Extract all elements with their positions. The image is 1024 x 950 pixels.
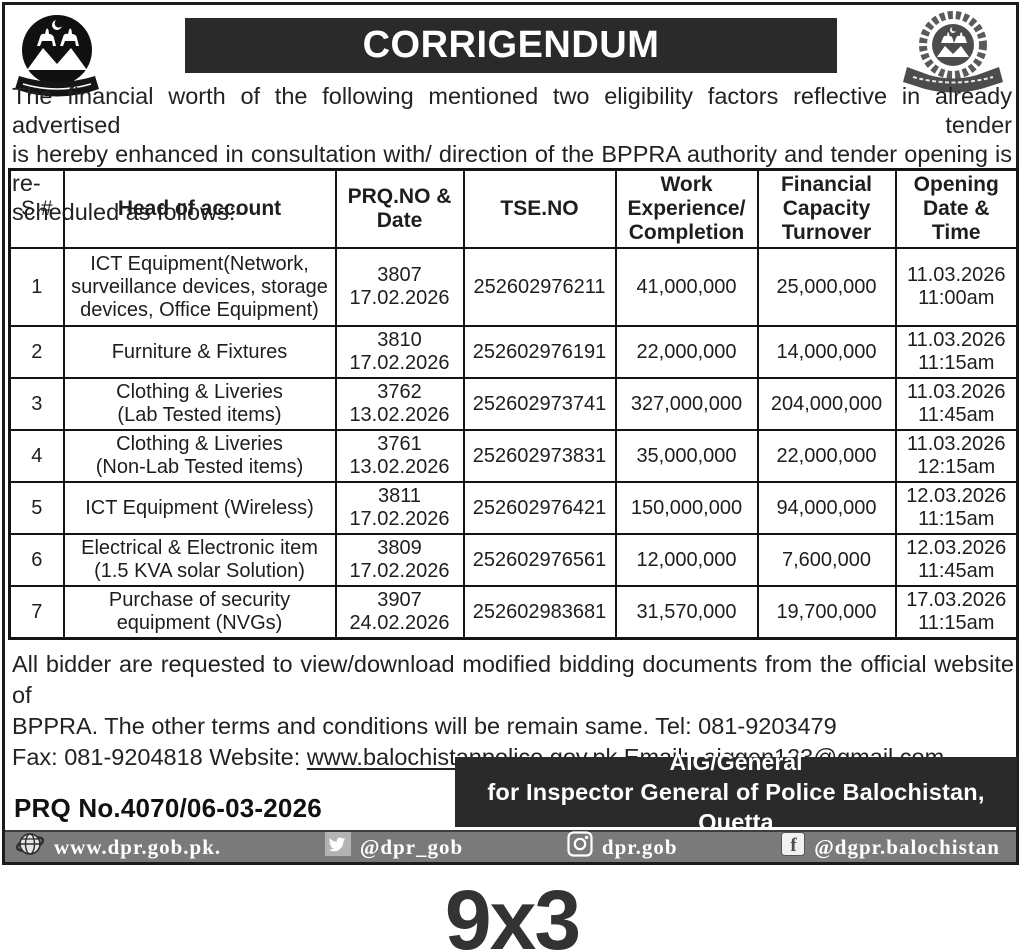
- bidder-notice: All bidder are requested to view/downloa…: [12, 649, 1014, 773]
- dpr-instagram-group[interactable]: dpr.gob: [567, 831, 678, 863]
- col-opening-date-time: Opening Date & Time: [894, 168, 1019, 249]
- intro-paragraph: The financial worth of the following men…: [12, 82, 1012, 227]
- cell-tse: 252602973831: [462, 429, 617, 483]
- table-row: 5 ICT Equipment (Wireless) 3811 17.02.2026…: [8, 481, 1019, 535]
- cell-fin: 19,700,000: [756, 585, 897, 640]
- signature-authority: for Inspector General of Police Balochis…: [487, 779, 985, 835]
- col-prq-no-date: PRQ.NO & Date: [334, 168, 465, 249]
- cell-sno: 6: [8, 533, 65, 587]
- dpr-instagram-handle[interactable]: dpr.gob: [601, 834, 678, 859]
- cell-prq: 3810 17.02.2026: [334, 325, 465, 379]
- dpr-facebook-handle[interactable]: @dgpr.balochistan: [814, 834, 1000, 859]
- table-row: 3 Clothing & Liveries (Lab Tested items) 3…: [8, 377, 1019, 431]
- tender-table-body: 1 ICT Equipment(Network, surveillance dev…: [8, 247, 1019, 640]
- cell-head: ICT Equipment(Network, surveillance devi…: [62, 247, 337, 327]
- cell-tse: 252602976561: [462, 533, 617, 587]
- cell-prq: 3809 17.02.2026: [334, 533, 465, 587]
- col-work-experience: Work Experience/ Completion: [614, 168, 759, 249]
- dpr-website-group[interactable]: www.dpr.gob.pk.: [15, 830, 221, 864]
- cell-prq: 3811 17.02.2026: [334, 481, 465, 535]
- intro-line-1: The financial worth of the following men…: [12, 83, 1012, 138]
- cell-open: 11.03.2026 12:15am: [894, 429, 1019, 483]
- cell-head: Electrical & Electronic item (1.5 KVA so…: [62, 533, 337, 587]
- page-title: CORRIGENDUM: [362, 24, 660, 66]
- cell-tse: 252602983681: [462, 585, 617, 640]
- dpr-social-bar: www.dpr.gob.pk. @dpr_gob dpr.gob: [5, 830, 1016, 862]
- facebook-icon: f: [781, 832, 806, 862]
- cell-open: 17.03.2026 11:15am: [894, 585, 1019, 640]
- cell-tse: 252602976421: [462, 481, 617, 535]
- cell-work: 22,000,000: [614, 325, 759, 379]
- table-row: 6 Electrical & Electronic item (1.5 KVA s…: [8, 533, 1019, 587]
- cell-work: 31,570,000: [614, 585, 759, 640]
- corrigendum-title-bar: CORRIGENDUM: [185, 18, 837, 73]
- cell-work: 12,000,000: [614, 533, 759, 587]
- table-row: 2 Furniture & Fixtures 3810 17.02.2026 2526…: [8, 325, 1019, 379]
- cell-open: 12.03.2026 11:15am: [894, 481, 1019, 535]
- notice-line-1: All bidder are requested to view/downloa…: [12, 651, 1014, 708]
- cell-tse: 252602976191: [462, 325, 617, 379]
- cell-fin: 204,000,000: [756, 377, 897, 431]
- cell-tse: 252602973741: [462, 377, 617, 431]
- cell-work: 327,000,000: [614, 377, 759, 431]
- cell-open: 11.03.2026 11:15am: [894, 325, 1019, 379]
- cell-sno: 1: [8, 247, 65, 327]
- cell-fin: 25,000,000: [756, 247, 897, 327]
- notice-line-2: BPPRA. The other terms and conditions wi…: [12, 713, 837, 739]
- col-financial-capacity: Financial Capacity Turnover: [756, 168, 897, 249]
- col-serial-number: S.#: [8, 168, 65, 249]
- col-tse-no: TSE.NO: [462, 168, 617, 249]
- table-row: 7 Purchase of security equipment (NVGs) 39…: [8, 585, 1019, 640]
- police-crest-wreath-icon: [893, 9, 1013, 103]
- cell-fin: 94,000,000: [756, 481, 897, 535]
- cell-fin: 14,000,000: [756, 325, 897, 379]
- col-head-of-account: Head of account: [62, 168, 337, 249]
- cell-prq: 3907 24.02.2026: [334, 585, 465, 640]
- cell-tse: 252602976211: [462, 247, 617, 327]
- dpr-twitter-handle[interactable]: @dpr_gob: [359, 834, 464, 859]
- cell-work: 41,000,000: [614, 247, 759, 327]
- tender-table: S.# Head of account PRQ.NO & Date TSE.NO…: [8, 168, 1019, 640]
- cell-sno: 7: [8, 585, 65, 640]
- twitter-bird-icon: [324, 832, 351, 862]
- police-badge-icon: [15, 12, 99, 104]
- cell-sno: 3: [8, 377, 65, 431]
- table-row: 4 Clothing & Liveries (Non-Lab Tested ite…: [8, 429, 1019, 483]
- cell-fin: 7,600,000: [756, 533, 897, 587]
- cell-head: Clothing & Liveries (Lab Tested items): [62, 377, 337, 431]
- table-row: 1 ICT Equipment(Network, surveillance dev…: [8, 247, 1019, 327]
- table-header: S.# Head of account PRQ.NO & Date TSE.NO…: [8, 168, 1019, 249]
- cell-head: Clothing & Liveries (Non-Lab Tested item…: [62, 429, 337, 483]
- cell-prq: 3807 17.02.2026: [334, 247, 465, 327]
- prq-number: PRQ No.4070/06-03-2026: [14, 793, 322, 823]
- cell-fin: 22,000,000: [756, 429, 897, 483]
- cell-open: 11.03.2026 11:00am: [894, 247, 1019, 327]
- cell-open: 11.03.2026 11:45am: [894, 377, 1019, 431]
- cell-open: 12.03.2026 11:45am: [894, 533, 1019, 587]
- svg-text:f: f: [791, 835, 798, 856]
- cell-prq: 3762 13.02.2026: [334, 377, 465, 431]
- cell-head: ICT Equipment (Wireless): [62, 481, 337, 535]
- dpr-facebook-group[interactable]: f @dgpr.balochistan: [781, 832, 1000, 862]
- instagram-icon: [567, 831, 593, 863]
- globe-icon: [15, 830, 45, 864]
- fax-website-label: Fax: 081-9204818 Website:: [12, 744, 307, 770]
- signature-designation: AIG/General: [669, 749, 803, 775]
- cell-sno: 2: [8, 325, 65, 379]
- dpr-twitter-group[interactable]: @dpr_gob: [324, 832, 464, 862]
- signature-block: AIG/General for Inspector General of Pol…: [455, 749, 1017, 835]
- cell-prq: 3761 13.02.2026: [334, 429, 465, 483]
- cell-head: Furniture & Fixtures: [62, 325, 337, 379]
- cell-head: Purchase of security equipment (NVGs): [62, 585, 337, 640]
- cell-work: 35,000,000: [614, 429, 759, 483]
- cell-sno: 4: [8, 429, 65, 483]
- ad-size-mark: 9x3: [444, 873, 581, 950]
- cell-sno: 5: [8, 481, 65, 535]
- cell-work: 150,000,000: [614, 481, 759, 535]
- advert-frame: CORRIGENDUM The financial worth of the f…: [2, 2, 1019, 865]
- dpr-website-link[interactable]: www.dpr.gob.pk.: [54, 834, 222, 859]
